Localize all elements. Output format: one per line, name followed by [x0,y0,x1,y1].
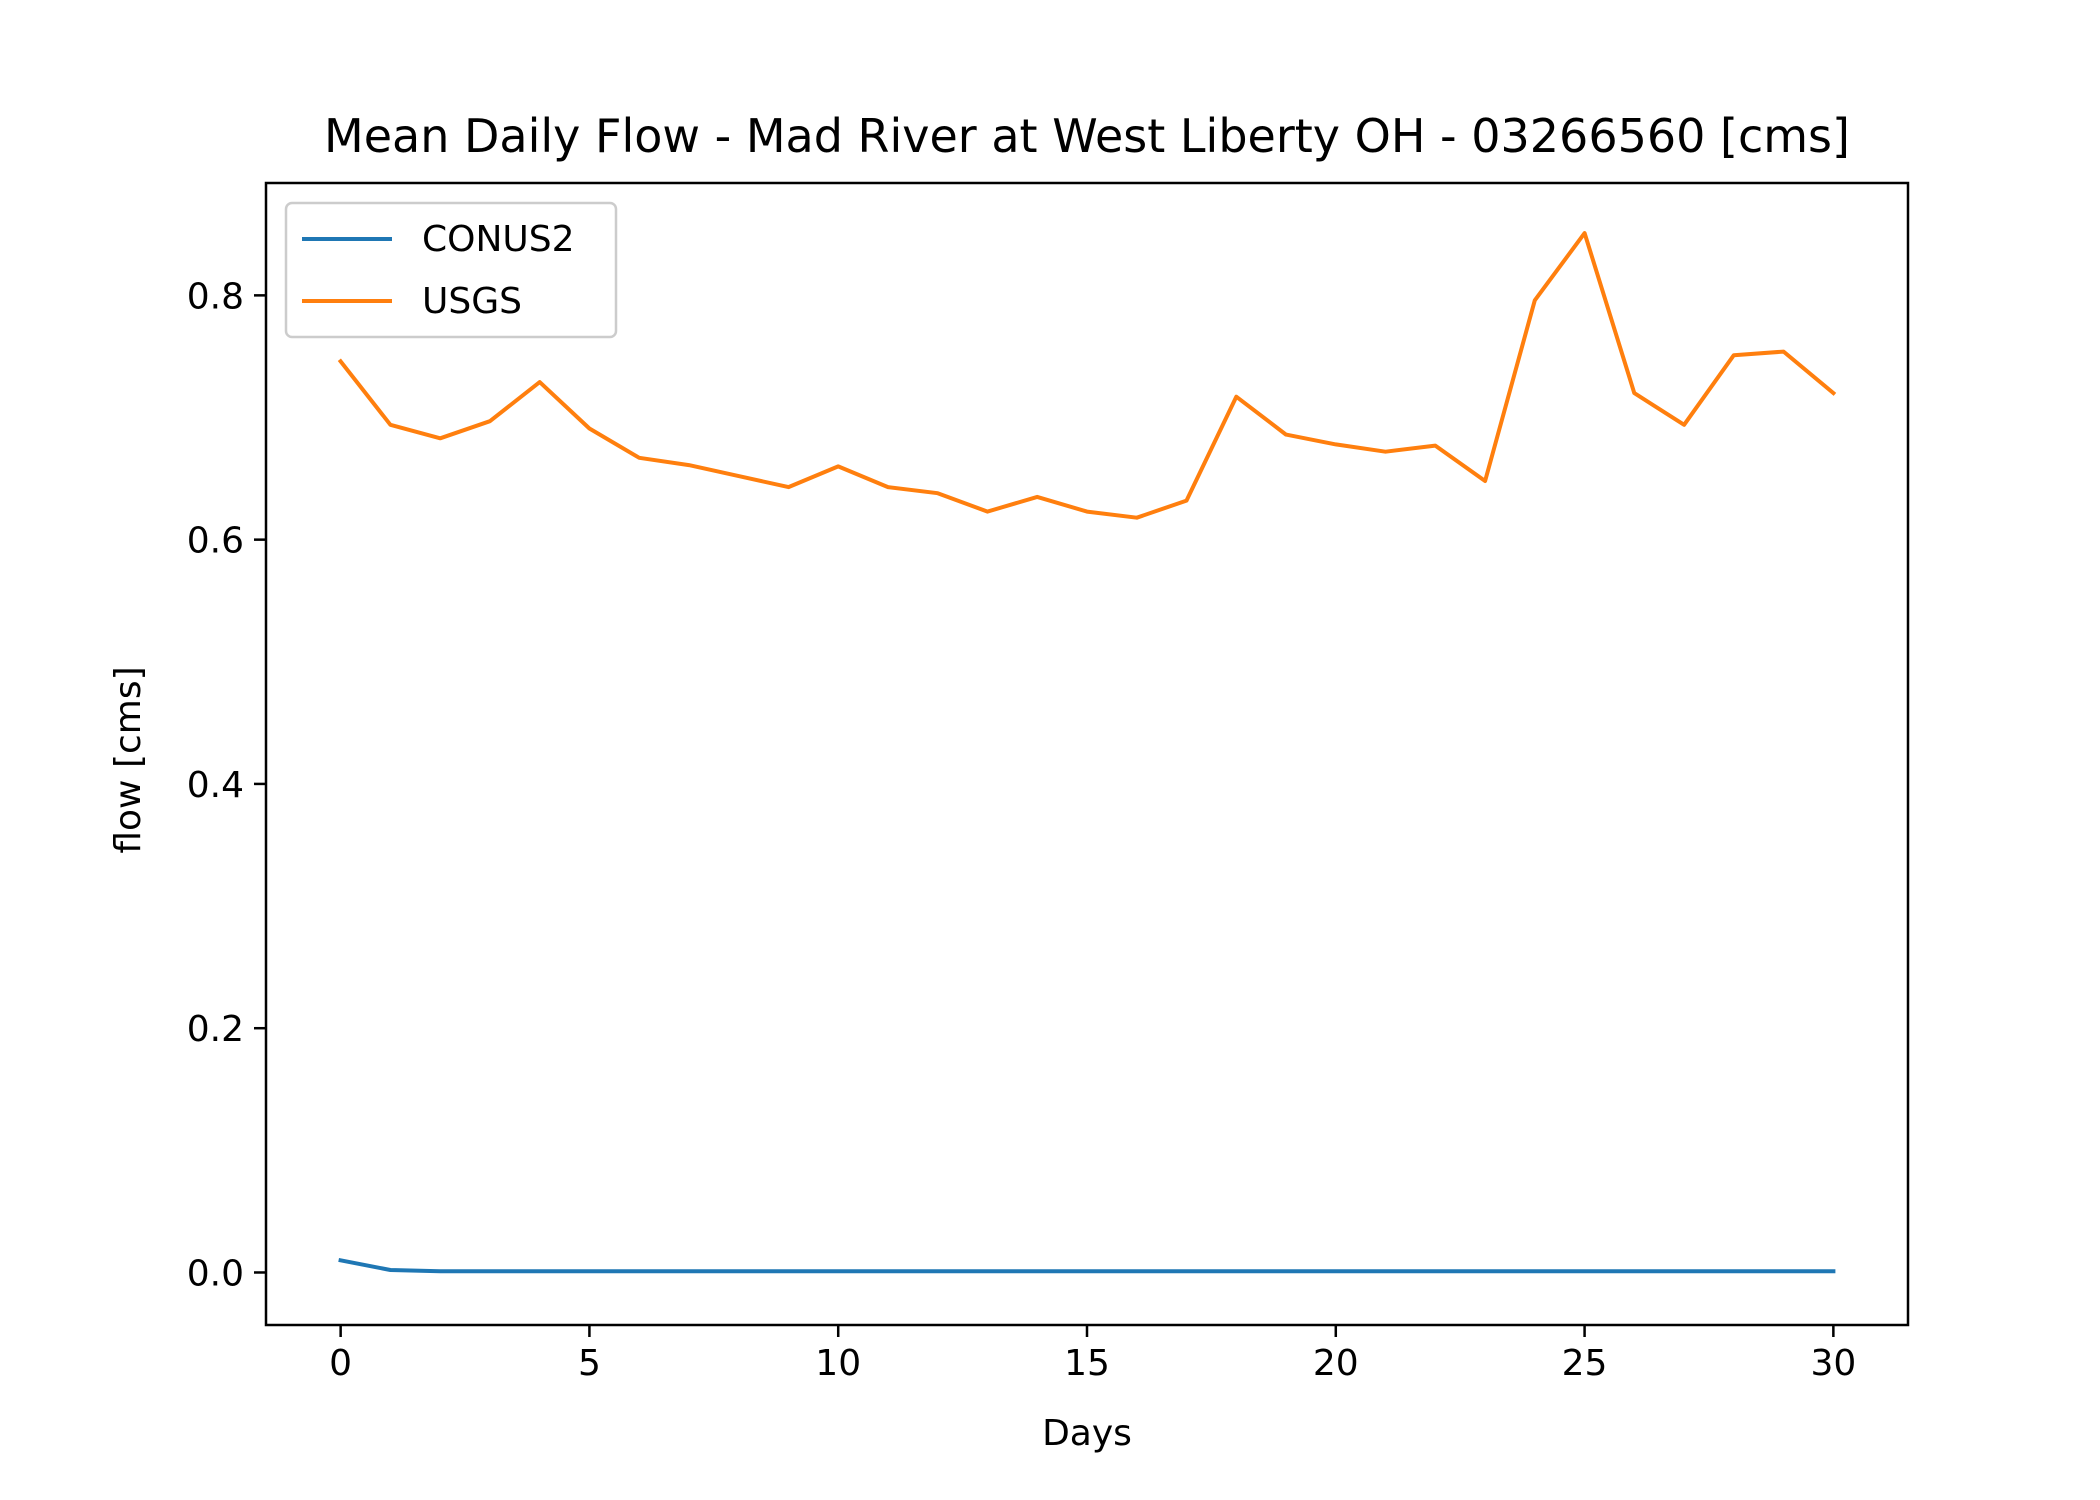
legend-box [284,201,618,339]
chart-title: Mean Daily Flow - Mad River at West Libe… [324,109,1850,163]
y-tick-label: 0.4 [187,765,244,806]
x-tick-label: 10 [815,1343,861,1384]
x-axis-label: Days [1042,1413,1132,1454]
y-axis-label: flow [cms] [108,666,149,853]
legend: CONUS2 USGS [284,201,618,339]
x-tick-label: 15 [1064,1343,1110,1384]
legend-label-usgs: USGS [422,281,522,322]
y-tick-label: 0.6 [187,521,244,562]
x-tick-label: 5 [578,1343,601,1384]
x-tick-label: 30 [1810,1343,1856,1384]
series-lines [337,231,1837,1274]
series-line-usgs [337,231,1837,520]
x-tick-label: 20 [1313,1343,1359,1384]
legend-label-conus2: CONUS2 [422,219,575,260]
y-tick-label: 0.0 [187,1253,244,1294]
y-tick-label: 0.8 [187,276,244,317]
x-tick-label: 25 [1562,1343,1608,1384]
y-axis: 0.0 0.2 0.4 0.6 0.8 [187,276,266,1294]
y-tick-label: 0.2 [187,1009,244,1050]
x-tick-label: 0 [329,1343,352,1384]
plot-frame [264,181,1910,1327]
series-line-conus2 [338,1257,1836,1274]
x-axis: 0 5 10 15 20 25 30 [329,1325,1856,1384]
